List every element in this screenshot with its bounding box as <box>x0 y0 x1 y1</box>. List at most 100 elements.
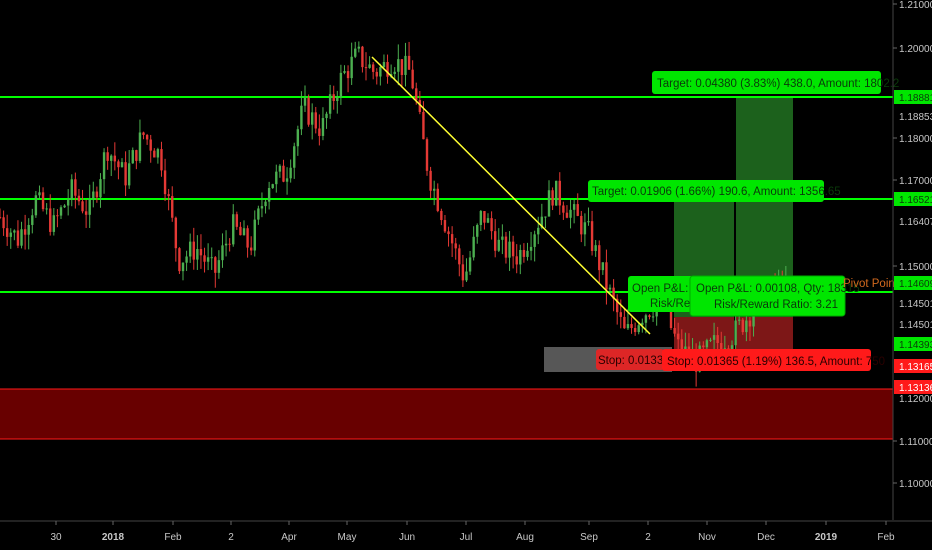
open-pnl-label-back[interactable]: Open P&L: 0 Risk/Rew <box>628 276 699 312</box>
candle-body <box>246 228 249 248</box>
candle-body <box>472 236 475 258</box>
candle-body <box>314 112 317 129</box>
x-tick-label: Jul <box>460 532 473 543</box>
candle-body <box>615 298 619 313</box>
target-1-label[interactable]: Target: 0.01906 (1.66%) 190.6, Amount: 1… <box>588 180 841 202</box>
candle-body <box>737 319 741 321</box>
y-tick-label: 1.18000 <box>899 134 932 145</box>
candle-body <box>95 191 99 198</box>
candle-body <box>397 59 400 72</box>
candle-body <box>99 179 102 198</box>
candle-body <box>41 192 45 210</box>
candle-body <box>275 171 278 185</box>
candle-body <box>598 245 601 271</box>
candle-body <box>630 324 633 329</box>
candle-body <box>436 188 439 211</box>
candle-body <box>501 236 504 240</box>
candle-body <box>142 132 145 135</box>
candle-body <box>558 180 561 206</box>
candle-body <box>339 72 343 97</box>
candle-body <box>432 188 436 191</box>
candle-body <box>580 215 583 235</box>
candle-body <box>594 245 597 251</box>
candle-body <box>522 249 526 257</box>
candle-body <box>163 170 167 195</box>
candle-body <box>110 155 113 161</box>
candle-body <box>127 163 131 186</box>
target-2-label-text: Target: 0.04380 (3.83%) 438.0, Amount: 1… <box>657 78 899 90</box>
candle-body <box>20 229 23 246</box>
y-tick-label: 1.21000 <box>899 0 932 11</box>
y-price-label-box <box>894 276 932 290</box>
candle-body <box>13 230 16 233</box>
candle-body <box>429 170 432 191</box>
candle-body <box>583 222 587 235</box>
candle-body <box>576 204 579 216</box>
candle-body <box>357 46 361 49</box>
candle-body <box>734 320 737 346</box>
candle-body <box>354 48 357 57</box>
y-price-label: 1.16521 <box>899 195 932 206</box>
candle-body <box>587 221 590 223</box>
candle-body <box>601 262 605 271</box>
target-1-label-text: Target: 0.01906 (1.66%) 190.6, Amount: 1… <box>592 186 841 198</box>
candle-body <box>242 228 246 236</box>
candle-body <box>343 71 346 73</box>
candle-body <box>264 201 267 207</box>
candle-body <box>619 312 622 317</box>
candle-body <box>705 340 709 348</box>
candle-body <box>328 94 332 114</box>
candle-body <box>361 46 364 68</box>
candle-body <box>364 67 368 69</box>
candle-body <box>178 248 181 272</box>
candle-body <box>174 217 178 249</box>
candle-body <box>300 105 303 130</box>
stop-label[interactable]: Stop: 0.01365 (1.19%) 136.5, Amount: 750 <box>662 349 885 371</box>
candle-body <box>253 219 256 251</box>
x-tick-label: Feb <box>877 532 895 543</box>
candle-body <box>5 228 9 237</box>
candle-body <box>458 248 461 265</box>
x-axis[interactable]: 30 2018 Feb 2 Apr May Jun Jul Aug Sep 2 Nov Dec 2019 F… <box>50 521 895 543</box>
candle-body <box>368 64 371 68</box>
candle-body <box>135 150 138 161</box>
pivot-point-label: Pivot Point <box>843 278 899 290</box>
candle-body <box>289 167 292 179</box>
open-pnl-full-text: Open P&L: 0.00108, Qty: 18315 <box>696 283 860 295</box>
candle-body <box>31 215 34 225</box>
open-pnl-label[interactable]: Open P&L: 0.00108, Qty: 18315 Risk/Rewar… <box>689 275 860 317</box>
y-price-label-box <box>894 380 932 394</box>
candle-body <box>680 339 683 355</box>
candle-body <box>285 178 289 182</box>
candle-body <box>235 214 239 227</box>
x-tick-label: 2 <box>228 532 234 543</box>
candle-body <box>565 212 569 218</box>
x-tick-label: May <box>338 532 357 543</box>
candle-body <box>138 132 142 161</box>
stop-label-back[interactable]: Stop: 0.01336 <box>596 349 670 370</box>
candle-body <box>382 62 386 68</box>
stop-label-box <box>662 349 871 371</box>
x-tick-label: Jun <box>399 532 415 543</box>
y-price-label: 1.18853 <box>899 112 932 123</box>
candle-body <box>106 152 109 161</box>
candle-body <box>730 345 734 351</box>
candle-series <box>0 41 788 387</box>
stop-short-text: Stop: 0.01336 <box>598 355 670 367</box>
candle-body <box>741 319 744 333</box>
y-axis[interactable]: 1.21000 1.20000 1.18000 1.17000 1.15000 1.110… <box>893 0 932 490</box>
candle-body <box>533 234 536 247</box>
y-tick-label: 1.15000 <box>899 262 932 273</box>
candle-body <box>206 257 210 262</box>
candle-body <box>623 316 626 329</box>
candle-body <box>493 231 497 251</box>
x-tick-label: Dec <box>757 532 775 543</box>
candle-body <box>221 245 224 261</box>
candle-body <box>544 216 547 218</box>
candle-body <box>257 208 260 220</box>
trendline[interactable] <box>371 56 651 335</box>
candle-body <box>748 320 752 327</box>
target-2-label[interactable]: Target: 0.04380 (3.83%) 438.0, Amount: 1… <box>652 71 899 94</box>
candle-body <box>171 196 174 218</box>
